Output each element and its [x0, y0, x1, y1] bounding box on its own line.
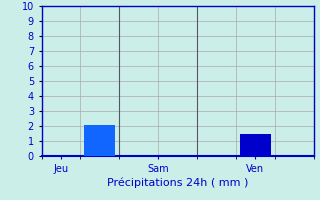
Bar	[240, 134, 271, 156]
X-axis label: Précipitations 24h ( mm ): Précipitations 24h ( mm )	[107, 178, 248, 188]
Bar	[84, 124, 116, 156]
